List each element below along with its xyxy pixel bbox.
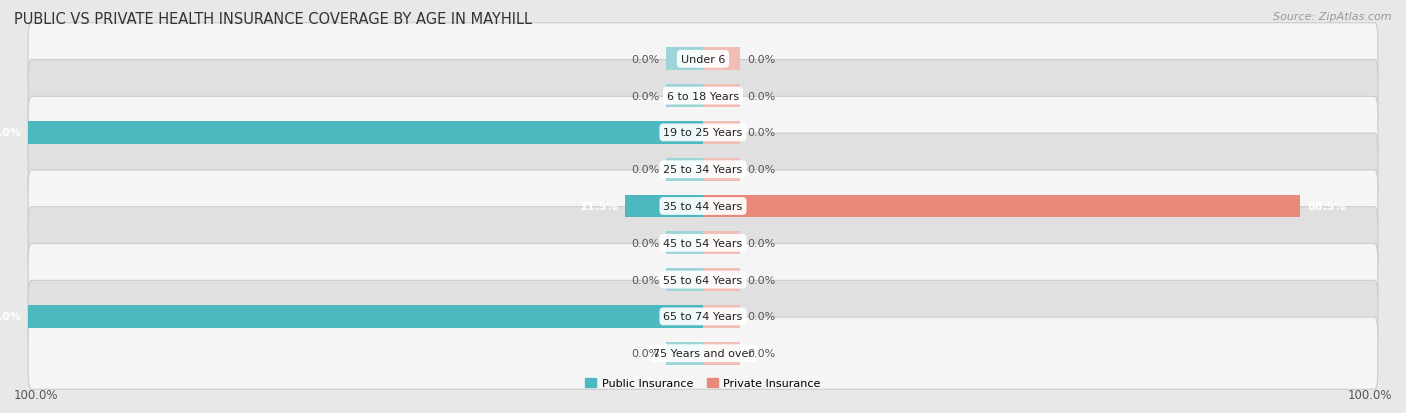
Text: 88.5%: 88.5% [1308,202,1346,211]
Text: 0.0%: 0.0% [631,165,659,175]
Bar [666,268,703,291]
Legend: Public Insurance, Private Insurance: Public Insurance, Private Insurance [581,373,825,393]
Text: 11.5%: 11.5% [581,202,619,211]
Text: 65 to 74 Years: 65 to 74 Years [664,312,742,322]
FancyBboxPatch shape [28,24,1378,96]
Text: 0.0%: 0.0% [631,348,659,358]
Text: Under 6: Under 6 [681,55,725,65]
Text: 35 to 44 Years: 35 to 44 Years [664,202,742,211]
Bar [666,85,703,108]
FancyBboxPatch shape [28,281,1378,353]
Bar [703,268,740,291]
Text: 0.0%: 0.0% [747,128,775,138]
Text: 0.0%: 0.0% [747,275,775,285]
FancyBboxPatch shape [28,97,1378,169]
Bar [703,232,740,254]
Text: 0.0%: 0.0% [747,312,775,322]
FancyBboxPatch shape [28,244,1378,316]
Bar [703,342,740,365]
Bar [703,85,740,108]
Bar [626,195,703,218]
Text: 0.0%: 0.0% [631,91,659,101]
Bar [28,305,703,328]
Text: 0.0%: 0.0% [747,348,775,358]
Text: 45 to 54 Years: 45 to 54 Years [664,238,742,248]
Text: 55 to 64 Years: 55 to 64 Years [664,275,742,285]
Bar [666,159,703,181]
Bar [28,122,703,145]
Bar [703,195,1301,218]
FancyBboxPatch shape [28,317,1378,389]
Text: 0.0%: 0.0% [747,91,775,101]
Bar [703,159,740,181]
Text: 0.0%: 0.0% [631,238,659,248]
Text: 0.0%: 0.0% [747,165,775,175]
Bar [666,342,703,365]
Bar [666,48,703,71]
Text: 19 to 25 Years: 19 to 25 Years [664,128,742,138]
Text: 75 Years and over: 75 Years and over [652,348,754,358]
Text: PUBLIC VS PRIVATE HEALTH INSURANCE COVERAGE BY AGE IN MAYHILL: PUBLIC VS PRIVATE HEALTH INSURANCE COVER… [14,12,531,27]
Bar [703,48,740,71]
FancyBboxPatch shape [28,134,1378,206]
Bar [703,305,740,328]
Text: 25 to 34 Years: 25 to 34 Years [664,165,742,175]
Text: 100.0%: 100.0% [0,312,21,322]
Text: 0.0%: 0.0% [631,275,659,285]
Text: 100.0%: 100.0% [0,128,21,138]
FancyBboxPatch shape [28,60,1378,132]
Bar [703,122,740,145]
Bar [666,232,703,254]
Text: 6 to 18 Years: 6 to 18 Years [666,91,740,101]
Text: Source: ZipAtlas.com: Source: ZipAtlas.com [1274,12,1392,22]
Text: 0.0%: 0.0% [747,55,775,65]
Text: 0.0%: 0.0% [747,238,775,248]
Text: 100.0%: 100.0% [1347,388,1392,401]
Text: 100.0%: 100.0% [14,388,59,401]
FancyBboxPatch shape [28,171,1378,242]
Text: 0.0%: 0.0% [631,55,659,65]
FancyBboxPatch shape [28,207,1378,279]
